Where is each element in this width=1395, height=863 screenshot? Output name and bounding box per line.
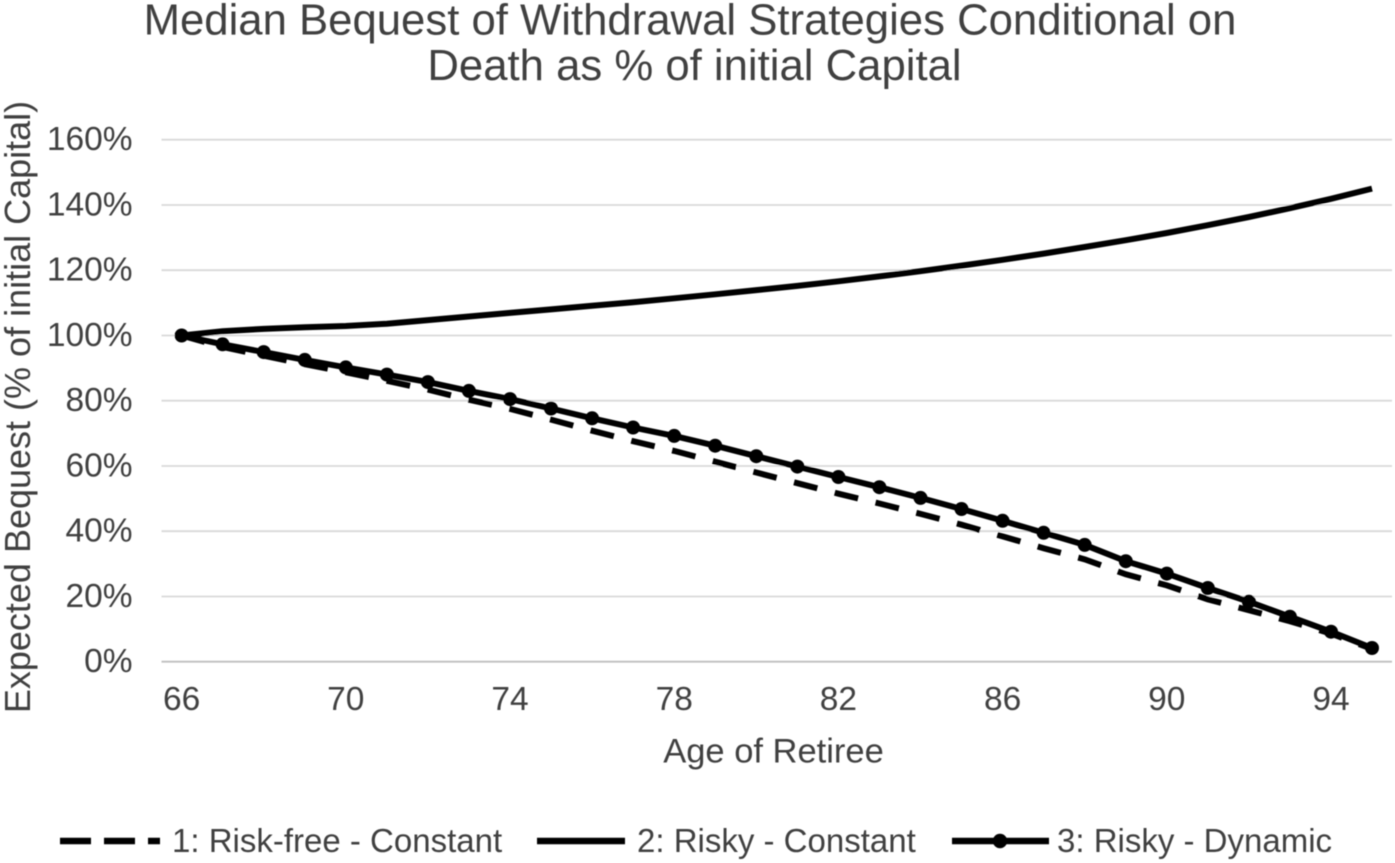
svg-text:Median Bequest of Withdrawal S: Median Bequest of Withdrawal Strategies … [144, 0, 1237, 45]
svg-text:0%: 0% [84, 643, 132, 680]
svg-text:Expected Bequest (% of initial: Expected Bequest (% of initial Capital) [0, 101, 38, 713]
svg-text:20%: 20% [65, 578, 132, 615]
svg-text:60%: 60% [65, 448, 132, 485]
svg-text:160%: 160% [47, 121, 133, 158]
svg-text:74: 74 [491, 681, 528, 718]
svg-text:1: Risk-free - Constant: 1: Risk-free - Constant [172, 822, 502, 859]
svg-text:120%: 120% [47, 252, 133, 289]
svg-text:70: 70 [327, 681, 364, 718]
svg-text:Age of Retiree: Age of Retiree [663, 733, 884, 771]
svg-text:66: 66 [163, 681, 200, 718]
svg-text:100%: 100% [47, 317, 133, 354]
svg-text:140%: 140% [47, 187, 133, 224]
svg-text:Death as % of initial Capital: Death as % of initial Capital [427, 41, 961, 90]
svg-text:90: 90 [1148, 681, 1185, 718]
svg-text:82: 82 [820, 681, 857, 718]
svg-text:3: Risky - Dynamic: 3: Risky - Dynamic [1057, 822, 1332, 859]
svg-text:80%: 80% [65, 382, 132, 419]
svg-text:86: 86 [984, 681, 1021, 718]
svg-text:40%: 40% [65, 513, 132, 550]
svg-text:2: Risky - Constant: 2: Risky - Constant [637, 822, 916, 859]
svg-text:78: 78 [656, 681, 693, 718]
svg-text:94: 94 [1312, 681, 1349, 718]
